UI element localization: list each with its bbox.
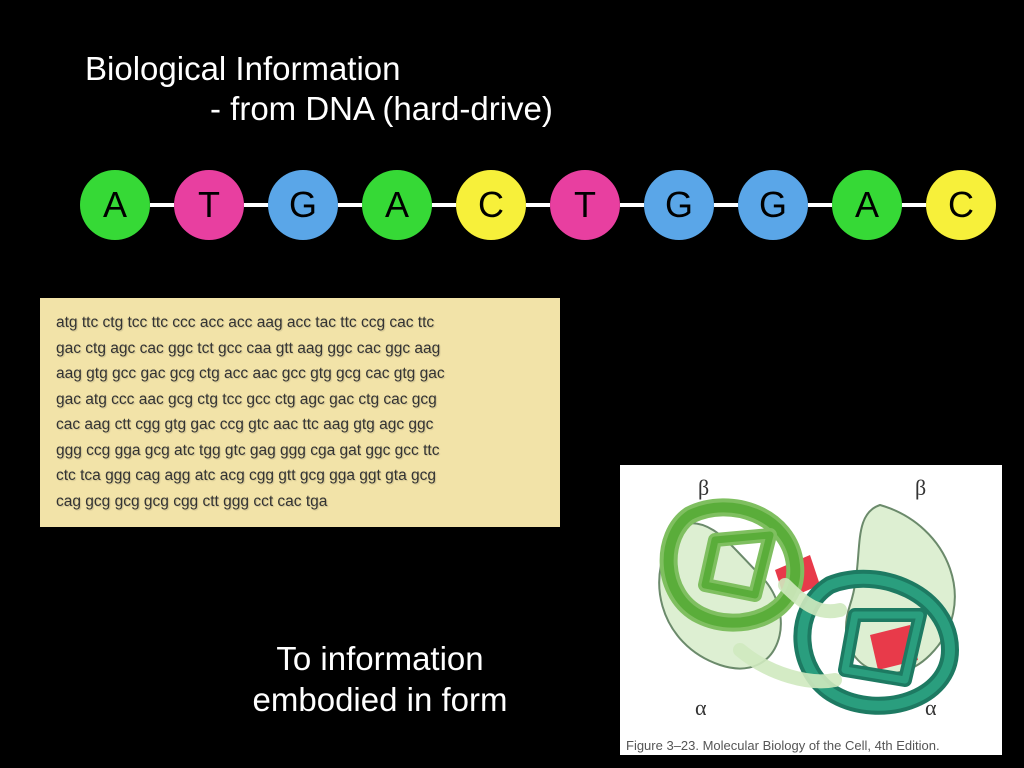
codon-line: ctc tca ggg cag agg atc acg cgg gtt gcg … — [56, 463, 544, 489]
codon-line: gac atg ccc aac gcg ctg tcc gcc ctg agc … — [56, 387, 544, 413]
codon-line: aag gtg gcc gac gcg ctg acc aac gcc gtg … — [56, 361, 544, 387]
svg-text:β: β — [915, 475, 926, 500]
bottom-text-line1: To information — [175, 638, 585, 679]
dna-connector — [620, 203, 644, 207]
slide-subtitle: - from DNA (hard-drive) — [210, 90, 553, 128]
dna-connector — [902, 203, 926, 207]
svg-text:α: α — [925, 695, 937, 720]
dna-base-G: G — [644, 170, 714, 240]
dna-connector — [808, 203, 832, 207]
codon-sequence-box: atg ttc ctg tcc ttc ccc acc acc aag acc … — [40, 298, 560, 527]
protein-structure-svg: β β α α — [620, 465, 1002, 735]
dna-connector — [432, 203, 456, 207]
dna-sequence-row: ATGACTGGAC — [80, 170, 996, 240]
svg-text:β: β — [698, 475, 709, 500]
dna-base-A: A — [80, 170, 150, 240]
codon-line: cag gcg gcg gcg cgg ctt ggg cct cac tga — [56, 489, 544, 515]
dna-connector — [526, 203, 550, 207]
codon-line: gac ctg agc cac ggc tct gcc caa gtt aag … — [56, 336, 544, 362]
dna-base-G: G — [738, 170, 808, 240]
dna-base-A: A — [362, 170, 432, 240]
slide-title: Biological Information — [85, 50, 401, 88]
dna-base-G: G — [268, 170, 338, 240]
dna-connector — [338, 203, 362, 207]
protein-figure: β β α α Figure 3–23. Molecular Biology of t… — [620, 465, 1002, 755]
dna-base-C: C — [456, 170, 526, 240]
dna-connector — [714, 203, 738, 207]
figure-caption: Figure 3–23. Molecular Biology of the Ce… — [626, 738, 940, 753]
svg-text:α: α — [695, 695, 707, 720]
bottom-text: To information embodied in form — [175, 638, 585, 721]
dna-connector — [150, 203, 174, 207]
dna-base-C: C — [926, 170, 996, 240]
dna-base-A: A — [832, 170, 902, 240]
dna-base-T: T — [174, 170, 244, 240]
codon-line: cac aag ctt cgg gtg gac ccg gtc aac ttc … — [56, 412, 544, 438]
bottom-text-line2: embodied in form — [175, 679, 585, 720]
dna-connector — [244, 203, 268, 207]
dna-base-T: T — [550, 170, 620, 240]
codon-line: ggg ccg gga gcg atc tgg gtc gag ggg cga … — [56, 438, 544, 464]
codon-line: atg ttc ctg tcc ttc ccc acc acc aag acc … — [56, 310, 544, 336]
